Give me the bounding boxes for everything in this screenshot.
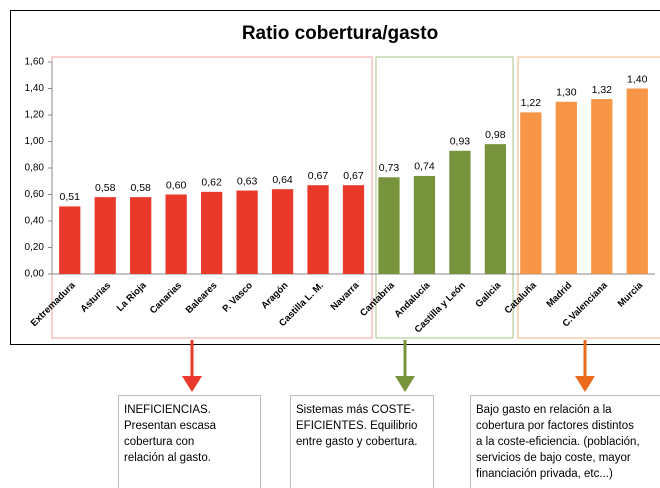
value-label: 0,98 — [485, 129, 506, 141]
value-label: 0,60 — [166, 179, 187, 191]
value-label: 0,58 — [130, 182, 151, 194]
note-text: INEFICIENCIAS. — [124, 404, 211, 416]
value-label: 1,40 — [627, 73, 648, 85]
value-label: 0,58 — [95, 182, 116, 194]
y-tick-label: 1,40 — [25, 83, 45, 94]
value-label: 0,63 — [237, 175, 258, 187]
note-text: Sistemas más COSTE- — [296, 404, 415, 416]
y-tick-label: 0,80 — [25, 163, 45, 174]
y-tick-label: 0,00 — [25, 269, 45, 280]
bar — [236, 190, 258, 274]
arrow — [182, 340, 202, 392]
note-text: relación al gasto. — [124, 452, 211, 464]
chart-title: Ratio cobertura/gasto — [242, 23, 438, 44]
y-tick-label: 1,60 — [25, 57, 45, 68]
bar — [94, 197, 116, 274]
bar — [626, 88, 648, 274]
bar — [307, 185, 329, 274]
value-label: 0,67 — [308, 170, 329, 182]
note-text: servicios de bajo coste, mayor — [476, 452, 631, 464]
note-text: EFICIENTES. Equilibrio — [296, 420, 417, 432]
bar — [520, 112, 542, 274]
bar — [413, 175, 436, 274]
y-tick-label: 0,60 — [25, 189, 45, 200]
value-label: 1,30 — [556, 87, 577, 99]
chart-frame — [10, 10, 660, 345]
value-label: 1,32 — [592, 84, 613, 96]
value-label: 0,51 — [60, 191, 81, 203]
value-label: 0,93 — [450, 136, 471, 148]
bar — [59, 206, 81, 274]
value-label: 1,22 — [521, 97, 542, 109]
value-label: 0,67 — [343, 170, 364, 182]
y-tick-label: 0,20 — [25, 242, 45, 253]
note-box — [470, 395, 660, 488]
bar — [484, 144, 507, 274]
bar — [555, 101, 577, 274]
bar — [165, 194, 187, 274]
bar — [378, 177, 400, 274]
bar — [342, 185, 365, 274]
note-text: cobertura por factores distintos — [476, 420, 634, 432]
y-tick-label: 1,00 — [25, 136, 45, 147]
value-label: 0,74 — [414, 161, 435, 173]
bar — [271, 189, 294, 274]
arrow — [395, 340, 415, 392]
bar — [449, 150, 471, 274]
note-text: cobertura con — [124, 436, 194, 448]
note-text: a la coste-eficiencia. (población, — [476, 436, 640, 448]
note-box — [118, 395, 261, 488]
bar — [130, 197, 152, 274]
note-text: Presentan escasa — [124, 420, 217, 432]
bar — [591, 99, 613, 274]
y-tick-label: 1,20 — [25, 110, 45, 121]
group-box — [517, 56, 660, 339]
note-box — [290, 395, 434, 488]
note-text: Bajo gasto en relación a la — [476, 404, 612, 416]
value-label: 0,73 — [379, 162, 400, 174]
bar — [200, 191, 223, 274]
group-box — [375, 56, 514, 339]
note-text: entre gasto y cobertura. — [296, 436, 417, 448]
y-tick-label: 0,40 — [25, 216, 45, 227]
value-label: 0,64 — [272, 174, 293, 186]
arrow — [575, 340, 595, 392]
value-label: 0,62 — [201, 177, 222, 189]
note-text: financiación privada, etc...) — [476, 468, 613, 480]
